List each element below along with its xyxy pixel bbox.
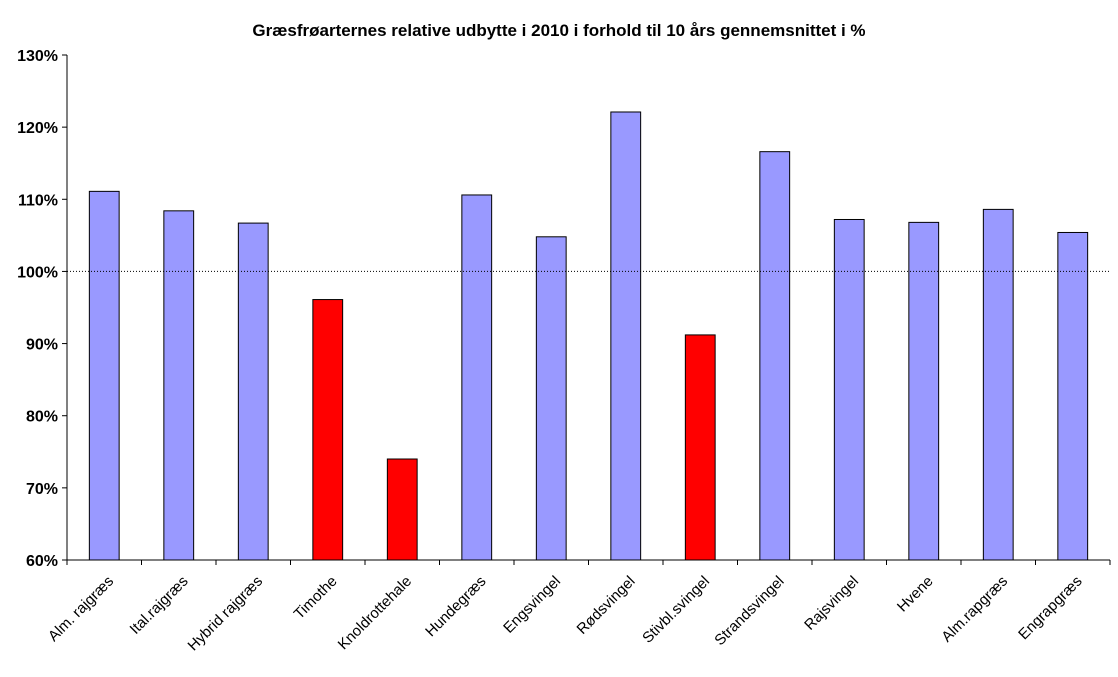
bar	[535, 236, 567, 561]
y-tick-label: 120%	[17, 120, 58, 137]
y-tick-label: 80%	[26, 409, 58, 426]
y-tick-label: 100%	[17, 264, 58, 281]
bar	[88, 190, 120, 561]
y-tick-label: 60%	[26, 553, 58, 570]
y-tick-label: 130%	[17, 48, 58, 65]
x-tick-label: Stivbl.svingel	[639, 573, 713, 647]
x-tick-label: Alm.rapgræs	[938, 573, 1011, 646]
bar	[833, 218, 865, 561]
bar	[237, 222, 269, 561]
bar	[610, 111, 642, 561]
bar	[312, 299, 344, 561]
x-tick-label: Alm. rajgræs	[45, 573, 117, 645]
bar	[908, 221, 940, 561]
x-tick-label: Rødsvingel	[574, 573, 639, 638]
chart-title: Græsfrøarternes relative udbytte i 2010 …	[252, 21, 865, 40]
bar	[982, 208, 1014, 561]
x-tick-label: Timothe	[291, 573, 341, 623]
x-tick-label: Engsvingel	[500, 573, 564, 637]
y-tick-label: 70%	[26, 481, 58, 498]
x-tick-label: Hvene	[894, 573, 937, 616]
x-tick-label: Rajsvingel	[801, 573, 862, 634]
x-tick-label: Knoldrottehale	[335, 573, 415, 653]
x-tick-label: Engrapgræs	[1015, 573, 1085, 643]
bar	[759, 151, 791, 561]
x-tick-label: Ital.rajgræs	[127, 573, 192, 638]
x-tick-label: Hundegræs	[422, 573, 489, 640]
bar	[684, 334, 716, 561]
bar	[1057, 231, 1089, 561]
x-tick-label: Hybrid rajgræs	[185, 573, 267, 655]
plot-area: 60% 70% 80% 90% 100% 110% 120% 130% Alm. rajgræs…	[17, 48, 1111, 655]
y-tick-label: 110%	[18, 192, 58, 209]
bar	[386, 458, 418, 561]
x-tick-label: Strandsvingel	[711, 573, 787, 649]
bar	[163, 210, 195, 561]
bar	[461, 194, 493, 561]
y-tick-label: 90%	[26, 337, 58, 354]
